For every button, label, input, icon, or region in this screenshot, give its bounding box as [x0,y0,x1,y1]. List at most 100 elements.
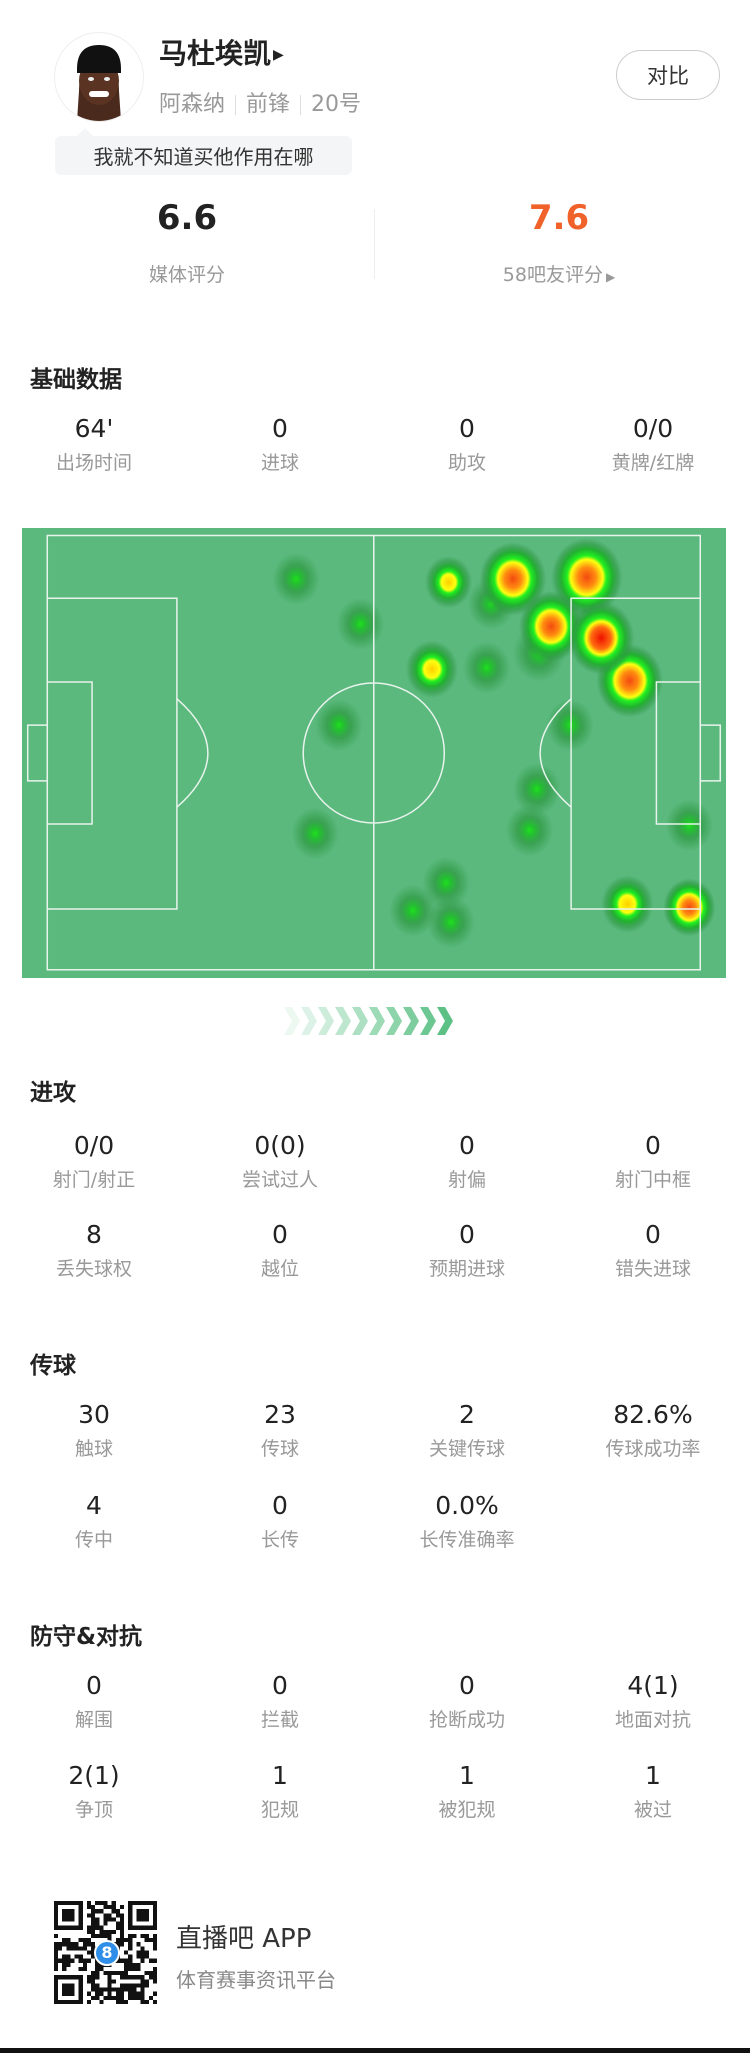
stat-label: 错失进球 [614,1258,691,1280]
player-avatar[interactable] [54,32,144,122]
stat-label: 犯规 [260,1799,299,1821]
stat-label: 触球 [74,1438,113,1460]
stat-item: 2(1) 争顶 [4,1761,184,1822]
heatmap-blob [505,803,554,857]
heatmap-blob [389,884,437,937]
position: 前锋 [246,92,291,117]
stat-label: 拦截 [260,1709,299,1731]
comment-bubble: 我就不知道买他作用在哪 [55,128,352,175]
stat-label: 预期进球 [428,1258,505,1280]
stat-item: 0 解围 [4,1671,184,1732]
stat-value: 0 [272,1671,288,1700]
stat-value: 4(1) [627,1671,679,1700]
player-photo-icon [77,45,121,121]
stat-label: 长传 [260,1529,299,1551]
heatmap-blob [462,641,511,694]
stat-label: 助攻 [447,452,486,474]
chevron-right-icon [301,1007,317,1035]
media-rating: 6.6 媒体评分 [62,198,312,287]
stat-label: 射门中框 [614,1169,691,1191]
media-rating-value: 6.6 [156,198,218,238]
fan-rating-label: 58吧友评分 [502,264,603,286]
stat-item: 0 抢断成功 [377,1671,557,1732]
heatmap-blob [424,555,473,609]
stat-value: 1 [272,1761,288,1790]
stat-value: 0 [272,1491,288,1520]
stat-item: 0 射门中框 [563,1131,743,1192]
stat-value: 1 [645,1761,661,1790]
stat-value: 0 [459,414,475,443]
fan-rating[interactable]: 7.6 58吧友评分 ▶ [434,198,684,287]
stat-value: 0 [645,1131,661,1160]
stat-label: 出场时间 [55,452,132,474]
app-title: 直播吧 APP [176,1924,312,1954]
stat-label: 进球 [260,452,299,474]
stat-label: 长传准确率 [419,1529,515,1551]
heatmap-blob [336,597,385,651]
stat-value: 30 [78,1400,110,1429]
stat-label: 射门/射正 [52,1169,136,1191]
stat-label: 传球 [260,1438,299,1460]
team-name: 阿森纳 [159,92,226,117]
chevron-right-icon [403,1007,419,1035]
stat-item: 1 被犯规 [377,1761,557,1822]
stat-value: 0 [459,1220,475,1249]
stat-item: 0 预期进球 [377,1220,557,1281]
stat-item: 23 传球 [190,1400,370,1461]
heatmap-blob [427,895,475,949]
heatmap-blob [291,807,339,860]
heatmap-blob [567,601,635,675]
stat-item: 8 丢失球权 [4,1220,184,1281]
fan-rating-link[interactable]: 58吧友评分 ▶ [434,260,684,287]
heatmap-blob [663,878,716,937]
stat-label: 丢失球权 [55,1258,132,1280]
heatmap-blob [422,856,471,910]
chevron-right-icon [420,1007,436,1035]
section-heading: 基础数据 [30,367,122,393]
qr-code[interactable] [52,1901,159,2004]
stat-value: 82.6% [613,1400,693,1429]
stat-value: 0 [86,1671,102,1700]
stat-value: 0 [459,1131,475,1160]
stat-item: 0 射偏 [377,1131,557,1192]
chevron-right-icon [284,1007,300,1035]
heatmap-blob [479,542,547,616]
stat-label: 抢断成功 [428,1709,505,1731]
stat-item: 0 越位 [190,1220,370,1281]
stat-item: 4(1) 地面对抗 [563,1671,743,1732]
stat-label: 争顶 [74,1799,113,1821]
stat-value: 0 [459,1671,475,1700]
stat-label: 尝试过人 [241,1169,318,1191]
heatmap-blob [272,552,320,606]
heatmap-blob [405,640,459,699]
chevron-right-icon [318,1007,334,1035]
stat-value: 64' [74,414,114,443]
stat-item: 1 犯规 [190,1761,370,1822]
bottom-bar [0,2048,750,2053]
stat-value: 0 [645,1220,661,1249]
heatmap-blob [315,698,363,752]
stat-item: 4 传中 [4,1491,184,1552]
stat-label: 地面对抗 [614,1709,691,1731]
stat-value: 0 [272,414,288,443]
stat-item: 0 长传 [190,1491,370,1552]
stat-item: 0.0% 长传准确率 [377,1491,557,1552]
stat-item: 0/0 黄牌/红牌 [563,414,743,475]
chevron-right-icon [335,1007,351,1035]
attack-direction-arrows-icon [284,1007,453,1035]
chevron-right-icon [386,1007,402,1035]
compare-button[interactable]: 对比 [616,50,720,100]
stat-label: 被犯规 [438,1799,496,1821]
chevron-right-icon [437,1007,453,1035]
stat-label: 被过 [633,1799,672,1821]
stat-value: 8 [86,1220,102,1249]
player-meta: 阿森纳 前锋 20号 [159,86,361,118]
player-name-link[interactable]: 马杜埃凯 ▶ [159,32,284,72]
stat-label: 传球成功率 [605,1438,701,1460]
shirt-number: 20号 [311,92,362,117]
qr-logo-badge: 8 [94,1940,120,1966]
heatmap-blob [512,762,561,816]
stat-label: 越位 [260,1258,299,1280]
stat-item: 82.6% 传球成功率 [563,1400,743,1461]
player-name: 马杜埃凯 [159,37,272,70]
